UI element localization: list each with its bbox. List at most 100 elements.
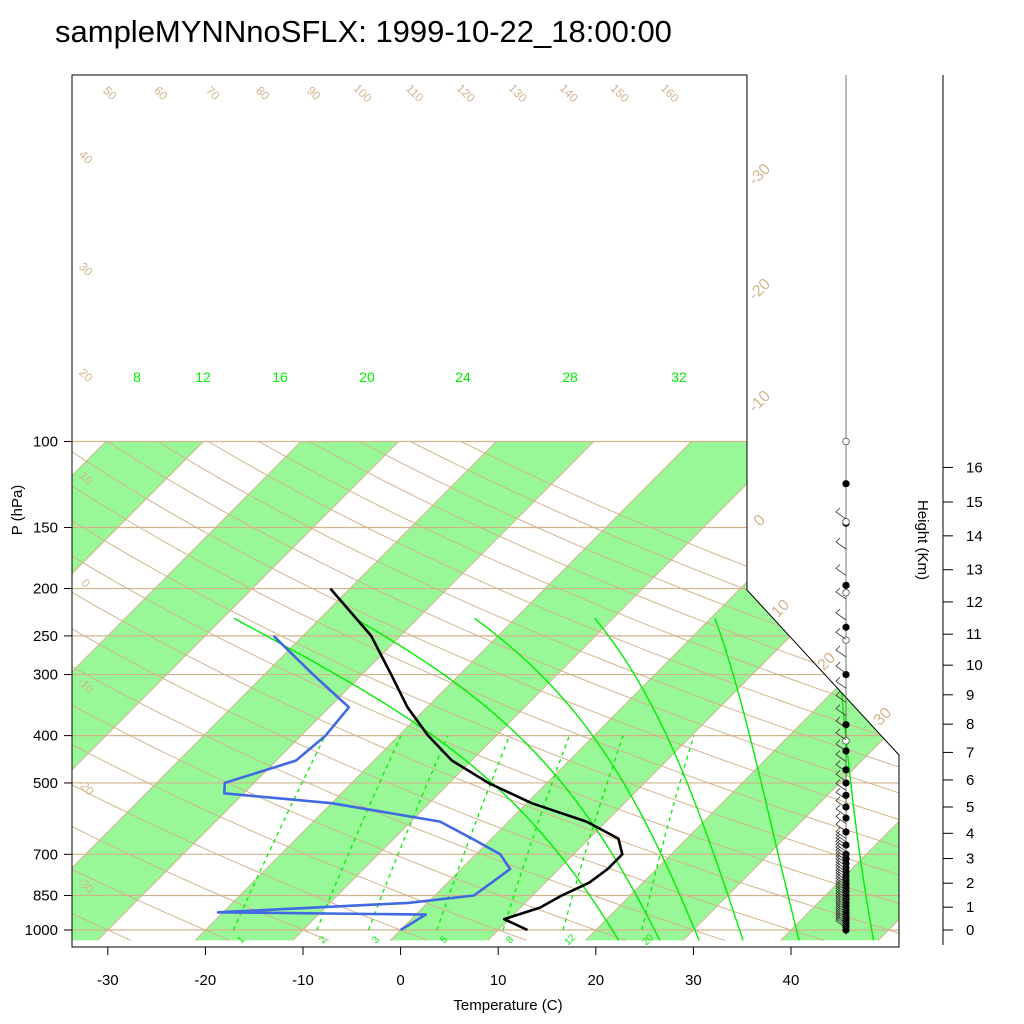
wind-level-open-dot — [842, 589, 850, 597]
x-axis-title: Temperature (C) — [453, 997, 562, 1014]
sounding-series — [216, 587, 624, 932]
x-axis: -30 -20 -10 0 10 20 30 40 — [72, 946, 899, 989]
x-tick-label: -10 — [292, 972, 314, 989]
wind-barb — [835, 788, 847, 800]
moist-adiabat-line — [714, 617, 800, 941]
wind-barb — [835, 874, 847, 886]
wind-barb — [835, 868, 847, 881]
pressure-tick-label: 250 — [33, 628, 58, 645]
moist-adiabat-line — [834, 618, 875, 941]
dry-adiabat-line — [72, 441, 899, 941]
isotherm-line — [72, 441, 302, 941]
height-tick-label: 2 — [966, 875, 974, 892]
pressure-tick-label: 200 — [33, 581, 58, 598]
isotherm-line — [72, 441, 497, 941]
wind-level-dot — [842, 480, 850, 488]
temperature-line — [329, 587, 624, 932]
wind-barb — [835, 677, 847, 689]
wind-barb — [835, 876, 847, 889]
wind-barb — [835, 849, 847, 861]
wind-barb — [835, 833, 847, 846]
wind-barb — [835, 879, 847, 891]
dry-adiabat-label: 80 — [253, 83, 273, 103]
height-tick-label: 7 — [966, 744, 974, 761]
dry-adiabat-line — [72, 441, 899, 941]
wind-level-dot — [842, 791, 850, 799]
wind-barb — [835, 857, 847, 870]
pressure-tick-label: 100 — [33, 434, 58, 451]
wind-barb — [835, 691, 847, 703]
isotherm-line — [877, 441, 899, 941]
wind-barb — [835, 704, 847, 716]
wind-barb — [835, 851, 847, 864]
height-tick-label: 12 — [966, 594, 983, 611]
isotherm-label: 20 — [815, 649, 840, 674]
wind-barb — [835, 827, 847, 839]
moist-adiabat-lines — [233, 617, 875, 941]
dry-adiabat-label: 140 — [557, 81, 581, 105]
wind-level-open-dot — [842, 737, 850, 745]
temperature-band — [72, 441, 399, 941]
dry-adiabat-line — [258, 441, 899, 941]
wind-barb — [835, 537, 847, 550]
height-tick-label: 15 — [966, 494, 983, 511]
pressure-tick-label: 850 — [33, 888, 58, 905]
dry-adiabat-label: 120 — [454, 81, 478, 105]
dry-adiabat-label: 20 — [76, 365, 96, 385]
wind-level-open-dot — [842, 518, 850, 526]
x-tick-label: 10 — [490, 972, 507, 989]
isotherm-line — [194, 441, 692, 941]
temperature-band — [195, 441, 790, 941]
dry-adiabat-line — [72, 441, 899, 941]
height-tick-label: 8 — [966, 716, 974, 733]
moist-adiabat-label: 24 — [455, 369, 471, 385]
wind-barb — [835, 728, 847, 741]
dewpoint-line — [216, 634, 512, 932]
pressure-tick-label: 300 — [33, 667, 58, 684]
moist-adiabat-label: 12 — [195, 369, 211, 385]
isotherm-label: -10 — [746, 388, 774, 416]
dry-adiabat-label: 90 — [304, 83, 324, 103]
wind-barb — [835, 608, 847, 621]
wind-barb — [835, 846, 847, 858]
height-tick-label: 1 — [966, 899, 974, 916]
height-tick-label: 14 — [966, 528, 983, 545]
dry-adiabat-label: 110 — [403, 81, 427, 105]
height-tick-label: 16 — [966, 459, 983, 476]
isotherm-label: -30 — [746, 161, 774, 189]
dry-adiabat-label: 40 — [76, 147, 96, 167]
temperature-band — [976, 442, 1024, 941]
wind-level-dot — [842, 623, 850, 631]
wind-barb — [835, 863, 847, 875]
wind-barb — [835, 871, 847, 884]
moist-adiabat-label: 28 — [562, 369, 578, 385]
temperature-band — [72, 441, 594, 941]
mixing-ratio-label: 3 — [370, 934, 382, 946]
wind-level-dot — [842, 581, 850, 589]
isotherm-label: 30 — [871, 704, 896, 729]
wind-barb — [835, 820, 847, 832]
pressure-tick-label: 150 — [33, 520, 58, 537]
dry-adiabat-line — [309, 441, 899, 941]
pressure-axis: 100 150 200 250 300 400 500 700 850 1000 — [25, 434, 72, 939]
moist-adiabat-line — [233, 617, 620, 941]
dry-adiabat-label: 100 — [351, 81, 375, 105]
moist-adiabat-line — [353, 617, 661, 941]
height-tick-label: 0 — [966, 922, 974, 939]
isotherm-label: 0 — [751, 512, 769, 530]
wind-barb — [835, 779, 847, 791]
pressure-tick-label: 1000 — [25, 922, 58, 939]
mixing-ratio-line — [502, 735, 571, 931]
wind-level-open-dot — [842, 437, 850, 446]
dry-adiabat-label: 130 — [506, 81, 530, 105]
wind-barb — [835, 661, 847, 674]
moist-adiabat-label: 16 — [272, 369, 288, 385]
dry-adiabat-line — [157, 441, 899, 941]
wind-level-dot — [842, 779, 850, 787]
wind-barb — [835, 760, 847, 772]
mixing-ratio-line — [562, 735, 624, 931]
isotherm-line — [780, 441, 899, 941]
moist-adiabat-label: 8 — [133, 369, 141, 385]
mixing-ratio-line — [367, 735, 449, 931]
